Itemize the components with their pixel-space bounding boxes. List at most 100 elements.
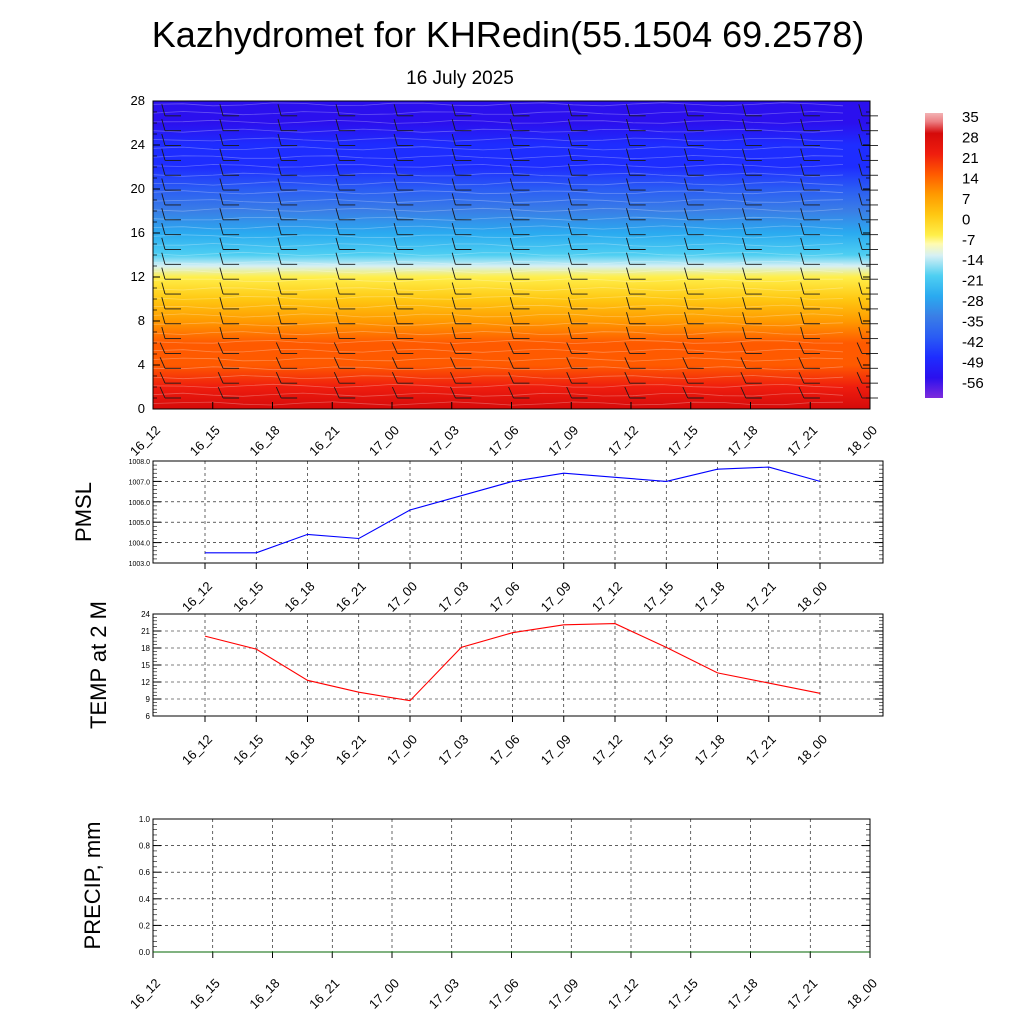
temperature-heatmap: 0 4 8 12 16 20 24 28 16_12 16_15 16_18 16_21 17_00 17… bbox=[127, 93, 880, 459]
wind-barb-staff bbox=[567, 326, 573, 339]
x-tick-label: 16_15 bbox=[230, 579, 266, 615]
wind-barb-staff bbox=[856, 342, 863, 354]
wind-barb-staff bbox=[858, 133, 863, 146]
y-tick-label: 0.0 bbox=[139, 948, 151, 957]
y-axis-label: PRECIP, mm bbox=[80, 822, 105, 950]
wind-barb-staff bbox=[161, 133, 166, 146]
wind-barb-staff bbox=[509, 282, 514, 295]
x-tick-label: 17_00 bbox=[366, 423, 402, 459]
x-tick-label: 17_03 bbox=[435, 579, 471, 615]
wind-barb-staff bbox=[509, 163, 514, 176]
y-tick-label: 8 bbox=[138, 313, 145, 328]
x-tick-label: 16_12 bbox=[179, 732, 215, 768]
wind-barb-staff bbox=[684, 208, 689, 220]
wind-barb-staff bbox=[509, 237, 514, 250]
x-tick-label: 16_21 bbox=[333, 732, 369, 768]
wind-barb-staff bbox=[451, 267, 456, 280]
y-tick-label: 1008.0 bbox=[129, 459, 151, 466]
wind-barb-staff bbox=[219, 237, 224, 250]
wind-barb-staff bbox=[335, 267, 340, 280]
contour-line bbox=[152, 357, 844, 362]
wind-barb-staff bbox=[742, 237, 747, 250]
wind-barb-staff bbox=[450, 372, 456, 384]
contour-line bbox=[152, 348, 844, 353]
x-tick-label: 17_18 bbox=[691, 579, 727, 615]
wind-barb-staff bbox=[800, 208, 805, 220]
wind-barb-staff bbox=[626, 312, 631, 324]
colorbar: 35 28 21 14 7 0 -7 -14 -21 -28 -35 -42 -49 -56 bbox=[925, 109, 984, 398]
wind-barb-staff bbox=[335, 148, 340, 161]
wind-barb-staff bbox=[567, 312, 573, 324]
x-tick-label: 17_00 bbox=[384, 732, 420, 768]
wind-barb-staff bbox=[509, 252, 514, 265]
contour-line bbox=[152, 339, 844, 344]
wind-barb-staff bbox=[509, 222, 514, 235]
wind-barb-staff bbox=[335, 118, 340, 131]
contour-line bbox=[152, 216, 844, 221]
wind-barb-staff bbox=[159, 342, 166, 354]
wind-barb-staff bbox=[798, 372, 805, 384]
wind-barb-staff bbox=[684, 148, 689, 161]
wind-barb-staff bbox=[450, 386, 456, 399]
y-axis-label: TEMP at 2 M bbox=[86, 601, 111, 729]
wind-barb-staff bbox=[800, 252, 805, 265]
wind-barb-staff bbox=[335, 178, 340, 191]
wind-barb-staff bbox=[858, 104, 863, 116]
wind-barb-staff bbox=[219, 252, 224, 265]
wind-barb-staff bbox=[567, 133, 573, 146]
x-tick-label: 16_15 bbox=[230, 732, 266, 768]
wind-barb-staff bbox=[742, 178, 747, 191]
wind-barb-staff bbox=[219, 133, 224, 146]
wind-barb-staff bbox=[219, 267, 224, 280]
contour-line bbox=[152, 119, 844, 124]
wind-barb-staff bbox=[451, 222, 456, 235]
wind-barb-staff bbox=[391, 357, 398, 369]
wind-barb-staff bbox=[742, 222, 747, 235]
wind-barb-staff bbox=[684, 297, 689, 310]
contour-line bbox=[152, 163, 844, 168]
colorbar-tick-label: -14 bbox=[962, 252, 984, 269]
wind-barb-staff bbox=[219, 104, 224, 116]
wind-barb-staff bbox=[742, 252, 747, 265]
contour-line bbox=[152, 199, 844, 204]
wind-barb-staff bbox=[277, 148, 282, 161]
wind-barb-staff bbox=[800, 163, 805, 176]
wind-barb-staff bbox=[335, 193, 340, 206]
wind-barb-staff bbox=[626, 208, 631, 220]
wind-barb-staff bbox=[161, 148, 166, 161]
wind-barb-staff bbox=[856, 372, 863, 384]
wind-barb-staff bbox=[684, 282, 689, 295]
contour-line bbox=[152, 243, 844, 248]
wind-barb-staff bbox=[161, 193, 166, 206]
wind-barb-staff bbox=[393, 208, 398, 220]
wind-barb-staff bbox=[335, 312, 340, 324]
x-tick-label: 17_03 bbox=[426, 423, 462, 459]
wind-barb-staff bbox=[858, 178, 863, 191]
wind-barb-staff bbox=[335, 282, 340, 295]
wind-barb-staff bbox=[858, 252, 863, 265]
wind-barb-staff bbox=[161, 178, 166, 191]
wind-barb-staff bbox=[626, 163, 631, 176]
colorbar-tick-label: 7 bbox=[962, 191, 970, 208]
contour-line bbox=[152, 278, 844, 283]
contour-line bbox=[152, 392, 844, 397]
wind-barb-staff bbox=[858, 148, 863, 161]
x-tick-label: 17_12 bbox=[605, 976, 641, 1012]
wind-barb-staff bbox=[219, 193, 224, 206]
contour-line bbox=[152, 375, 844, 380]
wind-barb-staff bbox=[624, 342, 631, 354]
wind-barb-staff bbox=[742, 104, 747, 116]
wind-barb-staff bbox=[161, 252, 166, 265]
wind-barb-staff bbox=[566, 372, 572, 384]
wind-barb-staff bbox=[800, 222, 805, 235]
wind-barb-staff bbox=[509, 267, 514, 280]
wind-barb-staff bbox=[626, 326, 631, 339]
wind-barb-staff bbox=[800, 267, 805, 280]
contour-line bbox=[152, 366, 844, 371]
wind-barb-staff bbox=[509, 193, 514, 206]
wind-barb-staff bbox=[393, 326, 398, 339]
x-tick-label: 16_15 bbox=[187, 976, 223, 1012]
wind-barb-staff bbox=[161, 222, 166, 235]
wind-barb-staff bbox=[277, 326, 282, 339]
wind-barb-staff bbox=[335, 208, 340, 220]
